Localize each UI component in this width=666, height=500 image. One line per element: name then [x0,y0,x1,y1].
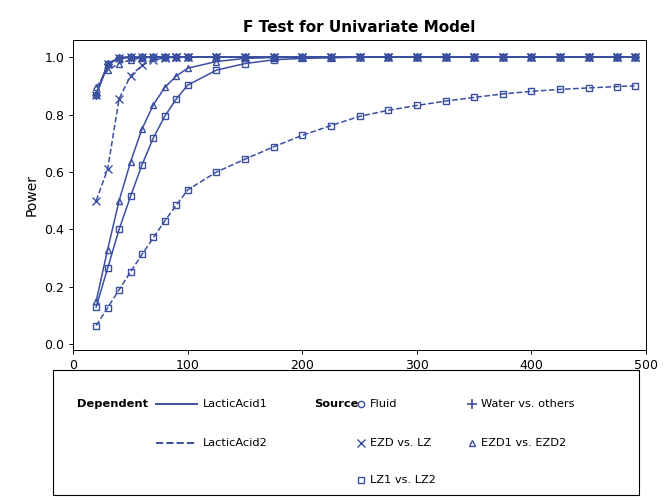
Text: LZ1 vs. LZ2: LZ1 vs. LZ2 [370,475,436,485]
Text: LacticAcid2: LacticAcid2 [202,438,268,448]
Title: F Test for Univariate Model: F Test for Univariate Model [244,20,476,34]
Text: Fluid: Fluid [370,399,397,409]
Text: Dependent: Dependent [77,399,148,409]
Text: Water vs. others: Water vs. others [481,399,575,409]
Y-axis label: Power: Power [25,174,39,216]
Text: EZD vs. LZ: EZD vs. LZ [370,438,431,448]
Text: EZD1 vs. EZD2: EZD1 vs. EZD2 [481,438,566,448]
Text: Source: Source [314,399,358,409]
X-axis label: Total Sample Size: Total Sample Size [298,378,421,392]
Text: LacticAcid1: LacticAcid1 [202,399,268,409]
